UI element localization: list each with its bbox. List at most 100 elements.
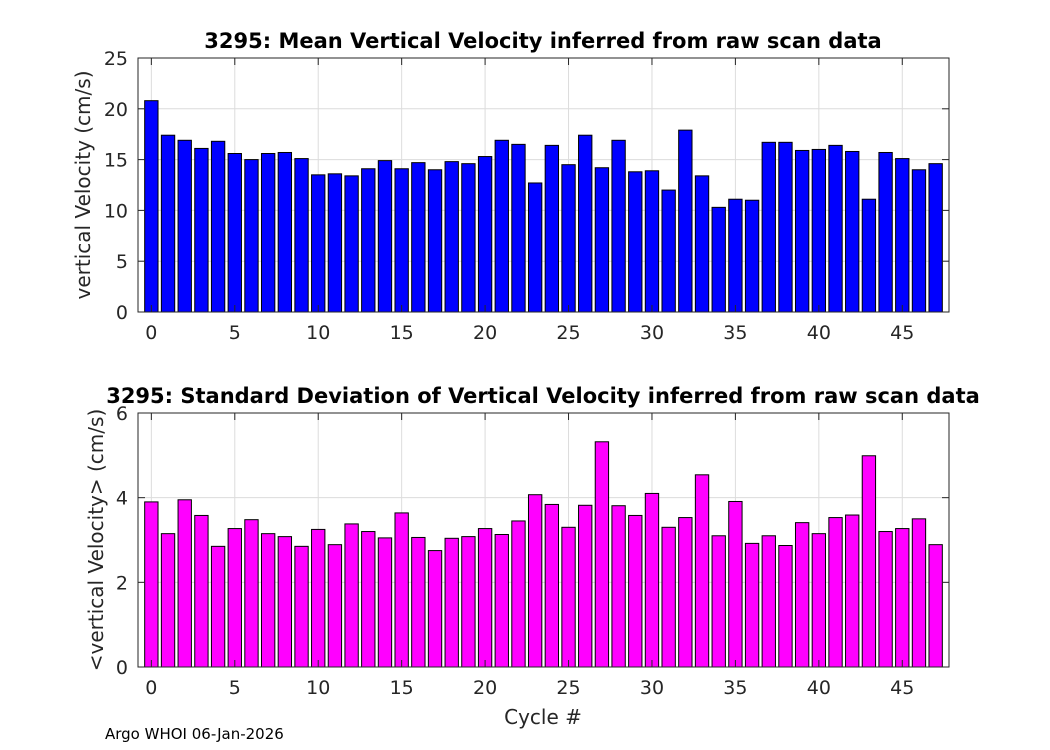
y-tick-label: 10 — [104, 200, 128, 222]
bar — [511, 520, 526, 668]
x-tick-label: 35 — [723, 322, 747, 344]
bar — [144, 100, 159, 313]
bar — [494, 139, 509, 313]
bar — [761, 535, 776, 668]
bar-series — [144, 441, 943, 668]
bar — [744, 542, 760, 668]
bar — [461, 536, 476, 668]
bar — [578, 504, 593, 668]
bar — [928, 544, 943, 668]
bar — [895, 158, 910, 313]
y-tick-label: 0 — [116, 657, 128, 679]
bar — [477, 156, 493, 313]
bar — [177, 139, 192, 313]
x-tick-label: 45 — [890, 322, 914, 344]
bar — [144, 501, 159, 668]
bar — [461, 163, 476, 313]
bar — [911, 518, 927, 668]
bar — [527, 182, 543, 313]
axis-ticks: 0 5 10 15 20 25 30 35 40 45 0 5 10 15 20 25 — [104, 48, 949, 344]
bar — [427, 550, 443, 668]
bar — [344, 175, 359, 313]
bar — [527, 494, 543, 668]
bar — [244, 519, 259, 668]
bar — [294, 158, 309, 313]
x-tick-label: 5 — [229, 677, 241, 699]
bar — [394, 512, 409, 668]
bar — [377, 160, 393, 313]
bar — [628, 514, 643, 668]
bar — [294, 545, 309, 668]
bar — [444, 537, 459, 668]
y-axis-label: <vertical Velocity> (cm/s) — [84, 409, 108, 672]
x-axis-label: Cycle # — [504, 705, 582, 729]
bar-series — [144, 100, 943, 313]
bar — [711, 535, 726, 668]
x-tick-label: 20 — [473, 322, 497, 344]
bar — [477, 528, 493, 668]
bar — [678, 517, 693, 668]
bar — [828, 517, 843, 668]
bar — [845, 514, 860, 668]
x-tick-label: 45 — [890, 677, 914, 699]
y-tick-label: 20 — [104, 99, 128, 121]
bar — [260, 533, 276, 668]
bar — [177, 499, 192, 668]
x-tick-label: 0 — [145, 677, 157, 699]
bar — [511, 143, 526, 313]
y-tick-label: 6 — [116, 403, 128, 425]
bar — [878, 151, 893, 313]
mean-velocity-chart: 0 5 10 15 20 25 30 35 40 45 0 5 10 15 20 25 3295: Mean … — [71, 29, 950, 344]
axes-frame — [137, 57, 950, 313]
std-velocity-chart: 0 5 10 15 20 25 30 35 40 45 0 2 4 6 3295: Standard De… — [84, 384, 980, 729]
bar — [811, 533, 827, 668]
chart-title: 3295: Standard Deviation of Vertical Vel… — [106, 384, 980, 408]
bar — [411, 162, 426, 313]
bar — [911, 169, 927, 313]
bar — [327, 173, 343, 313]
bar — [227, 153, 242, 313]
bar — [594, 167, 610, 313]
bar — [728, 500, 743, 668]
y-tick-label: 2 — [116, 572, 128, 594]
x-tick-label: 15 — [390, 677, 414, 699]
bar — [845, 150, 860, 313]
bar — [561, 526, 576, 668]
chart-title: 3295: Mean Vertical Velocity inferred fr… — [204, 29, 881, 53]
bar — [411, 536, 426, 668]
bar — [494, 533, 509, 668]
x-tick-label: 0 — [145, 322, 157, 344]
bar — [594, 441, 610, 668]
bar — [728, 198, 743, 313]
y-tick-label: 4 — [116, 488, 128, 510]
y-tick-label: 0 — [116, 302, 128, 324]
bar — [427, 169, 443, 313]
y-tick-label: 15 — [104, 150, 128, 172]
plot-area-background — [138, 413, 949, 667]
bar — [160, 134, 176, 313]
x-tick-label: 40 — [807, 322, 831, 344]
bar — [561, 164, 576, 313]
bar — [861, 455, 877, 668]
axis-ticks: 0 5 10 15 20 25 30 35 40 45 0 2 4 6 — [116, 403, 949, 699]
bar — [661, 189, 676, 313]
bar — [928, 163, 943, 313]
axes-frame — [137, 412, 950, 668]
bar — [644, 492, 660, 668]
bar — [311, 528, 326, 668]
x-tick-label: 40 — [807, 677, 831, 699]
footer-credit: Argo WHOI 06-Jan-2026 — [105, 725, 284, 743]
x-tick-label: 30 — [640, 677, 664, 699]
bar — [377, 537, 393, 668]
bar — [794, 522, 810, 668]
bar — [611, 505, 626, 668]
bar — [344, 523, 359, 668]
plot-area-background — [138, 58, 949, 312]
y-axis-label: vertical Velocity (cm/s) — [71, 71, 95, 300]
bar — [828, 144, 843, 313]
x-tick-label: 25 — [556, 322, 580, 344]
x-tick-label: 30 — [640, 322, 664, 344]
y-tick-label: 25 — [104, 48, 128, 70]
bar — [210, 140, 226, 313]
